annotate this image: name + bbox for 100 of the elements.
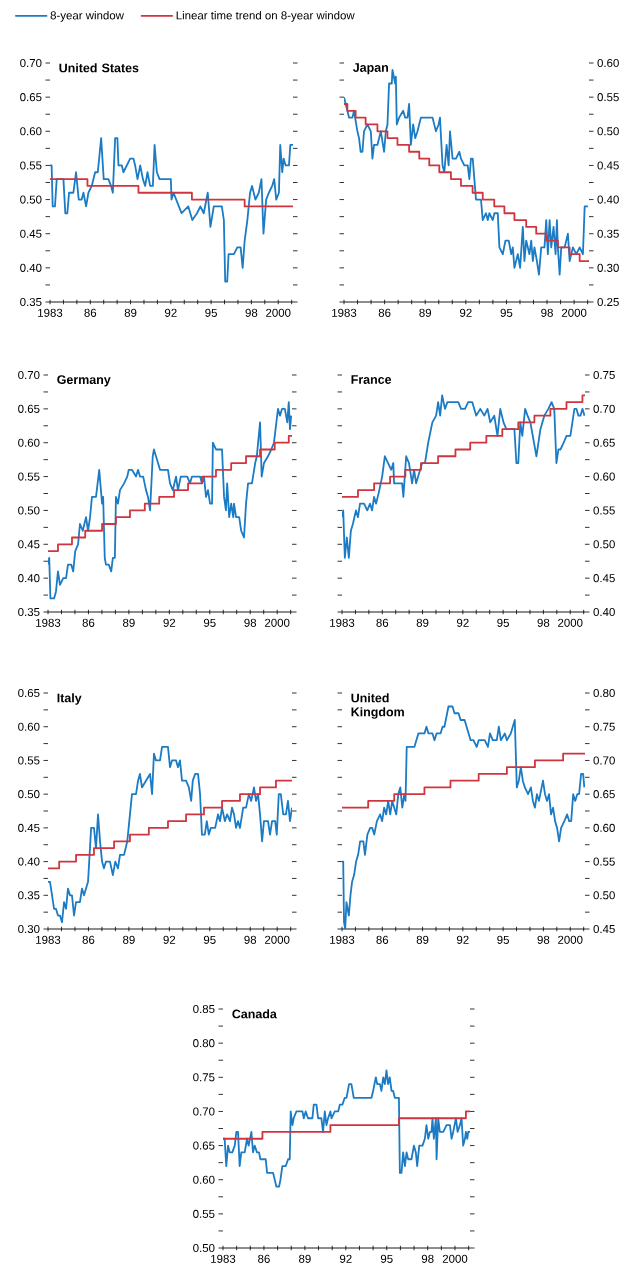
chart-title: Germany	[57, 375, 111, 387]
x-tick-label: 89	[299, 1254, 311, 1263]
y2-tick-label: 0.30	[597, 263, 619, 272]
y-tick-label: 0.60	[20, 127, 42, 136]
y-tick-label: 0.70	[18, 370, 40, 380]
y2-tick-label: 0.75	[593, 722, 615, 731]
y-tick-label: 0.40	[20, 263, 42, 272]
x-tick-label: 98	[421, 1254, 434, 1263]
x-tick-label: 86	[258, 1254, 270, 1263]
y2-tick-label: 0.70	[593, 756, 615, 765]
y2-tick-label: 0.70	[593, 404, 615, 413]
y-tick-label: 0.60	[18, 722, 40, 731]
y-tick-label: 0.55	[193, 1209, 215, 1218]
y2-tick-label: 0.25	[597, 297, 619, 307]
x-tick-label: 86	[376, 935, 389, 944]
x-tick-label: 95	[203, 935, 216, 944]
x-tick-label: 92	[163, 935, 176, 944]
y-tick-label: 0.40	[18, 574, 40, 583]
chart-title: Japan	[352, 63, 388, 75]
x-tick-label: 1983	[211, 1254, 236, 1263]
legend-label: Linear time trend on 8-year window	[176, 11, 355, 22]
x-tick-label: 92	[456, 618, 469, 627]
x-tick-label: 95	[497, 935, 509, 944]
x-tick-label: 2000	[561, 308, 587, 317]
y-tick-label: 0.65	[193, 1141, 215, 1150]
x-tick-label: 98	[537, 618, 550, 627]
x-tick-label: 98	[244, 935, 257, 944]
y2-tick-label: 0.40	[597, 195, 619, 204]
x-tick-label: 1983	[332, 308, 357, 317]
y2-tick-label: 0.45	[593, 924, 615, 934]
y2-tick-label: 0.50	[593, 540, 615, 549]
x-tick-label: 98	[245, 308, 258, 317]
y2-tick-label: 0.50	[593, 891, 615, 900]
x-tick-label: 89	[123, 935, 135, 944]
x-tick-label: 2000	[265, 618, 290, 627]
x-tick-label: 95	[205, 308, 217, 317]
y-tick-label: 0.45	[18, 823, 40, 832]
y2-tick-label: 0.65	[593, 790, 615, 799]
x-tick-label: 95	[203, 618, 216, 627]
y2-tick-label: 0.60	[597, 58, 619, 68]
y-tick-label: 0.80	[193, 1039, 215, 1048]
y2-tick-label: 0.40	[593, 607, 615, 617]
y-tick-label: 0.50	[18, 790, 40, 799]
x-tick-label: 2000	[265, 935, 290, 944]
y2-tick-label: 0.45	[593, 574, 615, 583]
y-tick-label: 0.65	[18, 404, 40, 413]
x-tick-label: 98	[244, 618, 257, 627]
x-tick-label: 1983	[38, 308, 63, 317]
y-tick-label: 0.55	[20, 161, 42, 170]
y-tick-label: 0.65	[18, 688, 40, 698]
y-tick-label: 0.30	[18, 924, 40, 934]
y2-tick-label: 0.45	[597, 161, 619, 170]
y2-tick-label: 0.60	[593, 472, 615, 481]
x-tick-label: 86	[376, 618, 389, 627]
y-tick-label: 0.50	[193, 1243, 215, 1253]
x-tick-label: 86	[378, 308, 391, 317]
x-tick-label: 86	[82, 935, 95, 944]
y-tick-label: 0.50	[18, 506, 40, 515]
x-tick-label: 95	[500, 308, 513, 317]
x-tick-label: 92	[459, 308, 472, 317]
y-tick-label: 0.35	[18, 607, 40, 617]
x-tick-label: 92	[164, 308, 177, 317]
y-tick-label: 0.70	[20, 58, 42, 68]
text: United Kingdom	[351, 693, 404, 719]
x-tick-label: 89	[419, 308, 432, 317]
x-tick-label: 1983	[36, 935, 61, 944]
y-tick-label: 0.45	[18, 540, 40, 549]
y2-tick-label: 0.80	[593, 688, 615, 698]
y-tick-label: 0.70	[193, 1107, 215, 1116]
y-tick-label: 0.65	[20, 93, 42, 102]
x-tick-label: 95	[497, 618, 509, 627]
y-tick-label: 0.50	[20, 195, 42, 204]
y2-tick-label: 0.50	[597, 127, 619, 136]
x-tick-label: 86	[84, 308, 97, 317]
x-tick-label: 2000	[442, 1254, 468, 1263]
y-tick-label: 0.45	[20, 229, 42, 238]
x-tick-label: 92	[339, 1254, 352, 1263]
y2-tick-label: 0.60	[593, 823, 615, 832]
chart-title: Italy	[57, 693, 82, 705]
x-tick-label: 86	[82, 618, 95, 627]
y-tick-label: 0.35	[18, 891, 40, 900]
x-tick-label: 1983	[330, 618, 355, 627]
x-tick-label: 98	[541, 308, 553, 317]
x-tick-label: 92	[163, 618, 176, 627]
y-tick-label: 0.85	[193, 1004, 215, 1014]
y-tick-label: 0.75	[193, 1073, 215, 1082]
y-tick-label: 0.35	[20, 297, 42, 307]
y2-tick-label: 0.75	[593, 370, 615, 380]
x-tick-label: 98	[537, 935, 550, 944]
x-tick-label: 1983	[36, 618, 61, 627]
x-tick-label: 89	[416, 935, 429, 944]
x-tick-label: 95	[380, 1254, 393, 1263]
chart-title: Canada	[232, 1009, 277, 1019]
y2-tick-label: 0.35	[597, 229, 619, 238]
x-tick-label: 89	[416, 618, 429, 627]
y2-tick-label: 0.65	[593, 438, 615, 447]
y2-tick-label: 0.55	[597, 93, 619, 102]
x-tick-label: 89	[124, 308, 137, 317]
x-tick-label: 1983	[330, 935, 355, 944]
chart-title: France	[351, 375, 392, 384]
